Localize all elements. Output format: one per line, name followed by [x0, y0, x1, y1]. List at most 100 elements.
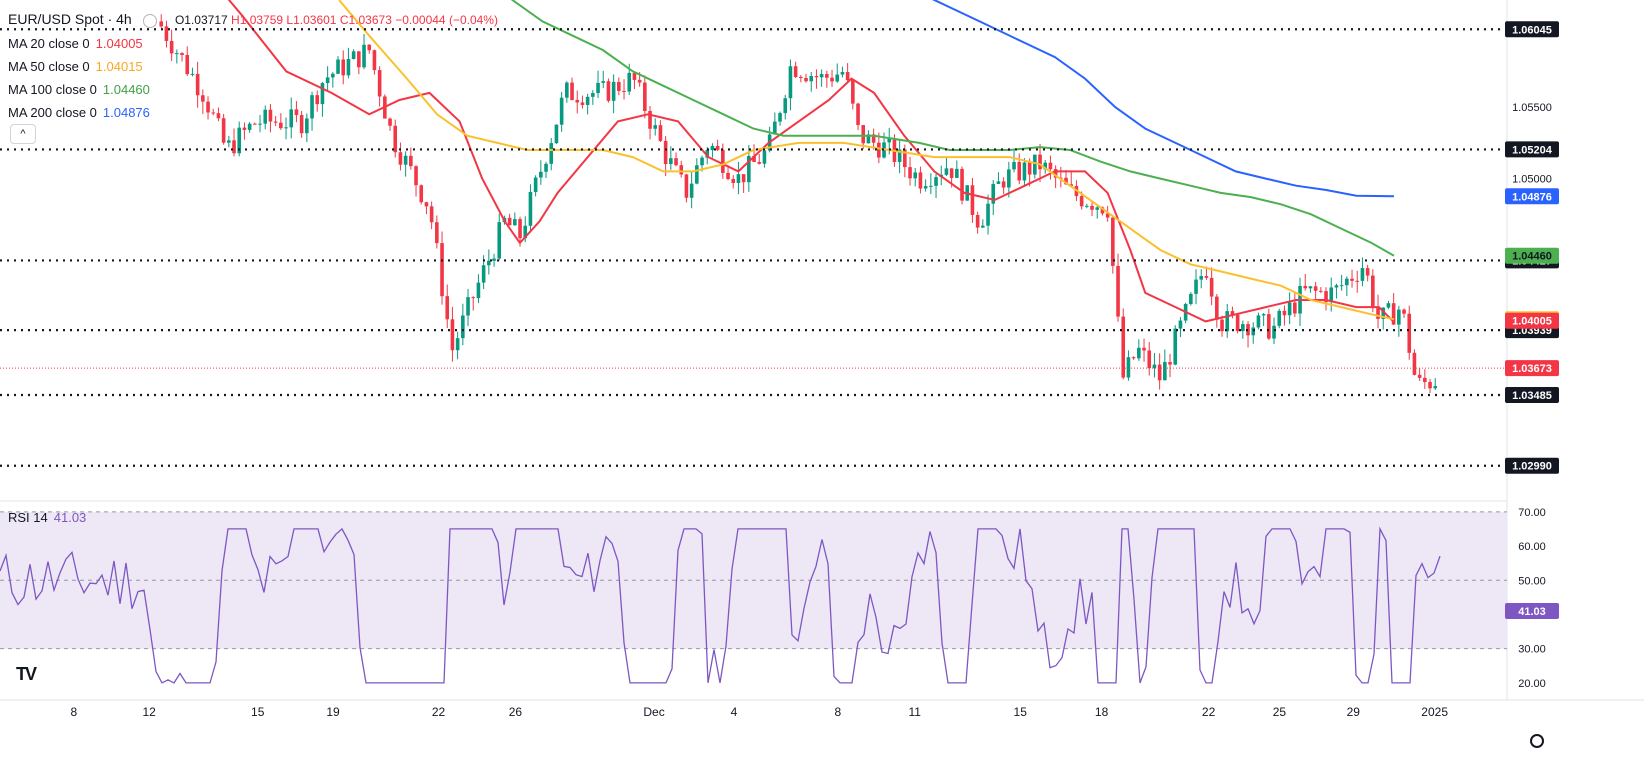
legend-ma20[interactable]: MA 20 close 0 1.04005 — [8, 32, 498, 55]
candle-body — [830, 77, 834, 82]
candle-body — [362, 44, 366, 68]
candle-body — [1095, 207, 1100, 210]
rsi-value: 41.03 — [53, 510, 87, 525]
candle-body — [1043, 162, 1048, 170]
candle-body — [221, 118, 226, 143]
candle-body — [1147, 350, 1152, 369]
candle-body — [549, 143, 554, 164]
candle-body — [247, 123, 252, 130]
candle-body — [731, 179, 736, 184]
rsi-label: RSI 14 — [8, 510, 48, 525]
candle-body — [975, 214, 980, 228]
candle-body — [1329, 287, 1334, 303]
candle-body — [1204, 276, 1209, 278]
candle-body — [523, 225, 528, 239]
candle-body — [429, 206, 434, 223]
candle-body — [747, 155, 751, 183]
candle-body — [845, 71, 850, 81]
candle-body — [1376, 306, 1380, 319]
candle-body — [606, 81, 611, 101]
candle-body — [1209, 277, 1214, 297]
eye-icon[interactable] — [143, 13, 158, 28]
candle-body — [1090, 205, 1094, 210]
candle-body — [180, 53, 184, 55]
legend-ma100[interactable]: MA 100 close 0 1.04460 — [8, 78, 498, 101]
legend-value: 1.04015 — [95, 59, 143, 74]
legend-ma50[interactable]: MA 50 close 0 1.04015 — [8, 55, 498, 78]
candle-body — [705, 150, 710, 158]
candle-body — [336, 59, 340, 74]
candle-body — [648, 110, 652, 129]
candle-body — [617, 81, 621, 92]
legend-ma200[interactable]: MA 200 close 0 1.04876 — [8, 101, 498, 124]
candle-body — [294, 109, 299, 116]
level-label: 1.02990 — [1512, 461, 1552, 473]
candle-body — [1178, 320, 1183, 329]
time-tick: 2025 — [1421, 705, 1448, 719]
candle-body — [643, 82, 647, 111]
candle-body — [1230, 311, 1235, 315]
candle-body — [653, 125, 658, 129]
candle-body — [258, 123, 262, 125]
candle-body — [175, 53, 179, 55]
candle-body — [570, 82, 574, 100]
candle-body — [1391, 303, 1396, 325]
time-axis: 8 12 15 19 22 26 Dec 4 8 11 15 18 22 25 29 2025 — [70, 705, 1448, 719]
candle-body — [1303, 285, 1308, 289]
ma-badge — [1505, 312, 1559, 329]
last-price-label: 1.03673 — [1512, 363, 1552, 375]
time-tick: 18 — [1095, 705, 1109, 719]
candle-body — [1397, 309, 1401, 325]
candle-body — [201, 95, 205, 102]
gear-icon[interactable] — [1530, 734, 1544, 748]
candle-body — [1371, 275, 1375, 307]
candle-body — [279, 122, 283, 129]
time-tick: 15 — [1014, 705, 1028, 719]
candle-body — [991, 183, 996, 204]
candle-body — [799, 76, 803, 79]
candle-body — [1152, 364, 1157, 369]
candle-body — [1407, 313, 1412, 353]
candle-body — [1007, 169, 1011, 188]
candle-body — [461, 315, 465, 339]
candle-body — [346, 59, 351, 76]
legend-label: MA 100 close 0 — [8, 82, 97, 97]
candle-body — [445, 296, 450, 320]
symbol-row: EUR/USD Spot · 4h O1.03717 H1.03759 L1.0… — [8, 8, 498, 32]
candle-body — [1017, 162, 1022, 181]
tradingview-logo-icon[interactable]: TV — [16, 664, 37, 684]
time-tick: 4 — [731, 705, 738, 719]
rsi-legend[interactable]: RSI 14 41.03 — [8, 510, 86, 525]
candle-body — [1251, 327, 1256, 336]
candle-body — [284, 127, 288, 129]
ma-badge-label: 1.04876 — [1512, 191, 1552, 203]
candle-body — [663, 140, 668, 165]
candle-body — [487, 260, 491, 266]
candle-body — [1225, 311, 1230, 332]
candle-body — [591, 93, 595, 97]
level-badge — [1505, 457, 1559, 474]
candle-body — [601, 81, 606, 83]
candle-body — [1267, 314, 1271, 339]
candle-body — [903, 149, 907, 168]
candle-body — [331, 73, 335, 78]
candle-body — [788, 66, 793, 99]
symbol-title[interactable]: EUR/USD Spot · 4h — [8, 11, 132, 27]
candle-body — [559, 97, 564, 125]
collapse-legend-button[interactable]: ^ — [10, 124, 36, 144]
candle-body — [372, 50, 377, 71]
candle-body — [741, 174, 746, 183]
ma-badge — [1505, 247, 1559, 264]
time-tick: 8 — [70, 705, 77, 719]
candle-body — [674, 158, 678, 166]
candle-body — [1001, 181, 1006, 188]
candle-body — [1189, 293, 1193, 304]
candle-body — [715, 145, 720, 150]
candle-body — [476, 282, 481, 299]
candle-body — [513, 219, 517, 226]
candle-body — [580, 102, 585, 105]
ohlc-open: O1.03717 — [174, 13, 228, 27]
time-tick: 15 — [251, 705, 265, 719]
candle-body — [1381, 307, 1386, 319]
